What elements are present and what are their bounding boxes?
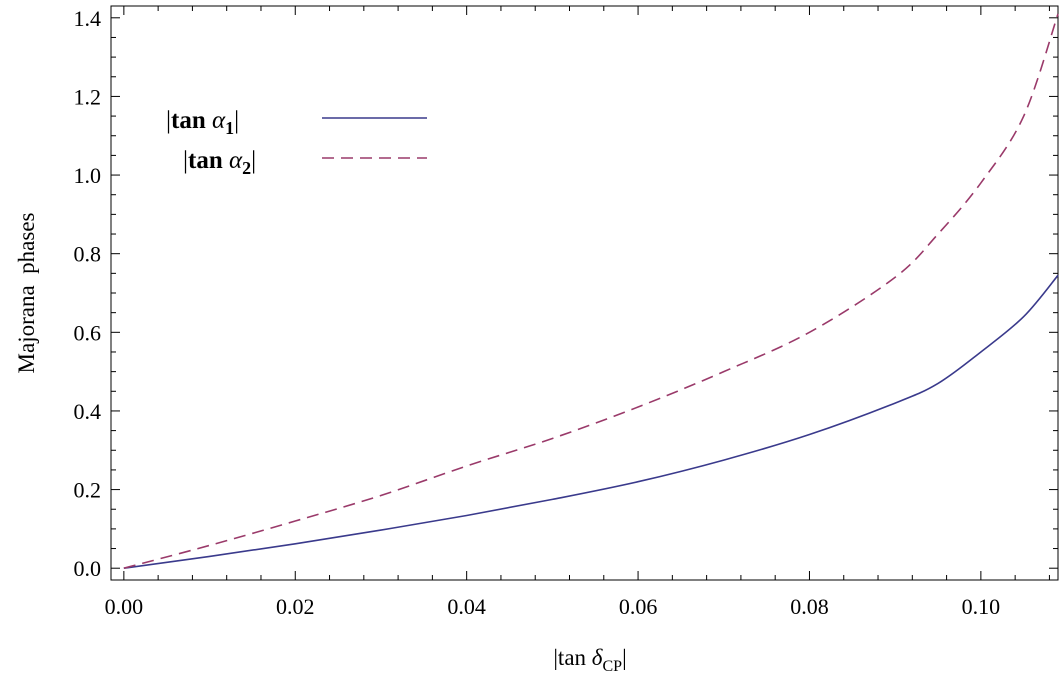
x-tick-label: 0.06: [619, 594, 658, 619]
y-axis-title: Majorana phases: [14, 212, 39, 373]
series-line-alpha2: [123, 13, 1059, 569]
y-tick-label: 1.4: [74, 6, 102, 31]
legend-label-alpha1: |tan α1|: [166, 107, 239, 138]
series-line-alpha1: [123, 274, 1059, 570]
plot-frame: [110, 5, 1059, 581]
y-tick-label: 0.8: [74, 242, 102, 267]
y-tick-label: 0.0: [74, 556, 102, 581]
series-group: [123, 13, 1059, 570]
x-tick-label: 0.10: [962, 594, 1001, 619]
x-axis-title: |tan δCP|: [553, 645, 626, 675]
tick-labels: 0.00 0.02 0.04 0.06 0.08 0.10 0.0 0.2 0.4 0.6 0.8 1…: [74, 6, 1001, 619]
y-tick-label: 1.2: [74, 84, 102, 109]
legend: |tan α1| |tan α2|: [166, 107, 427, 178]
legend-label-alpha2: |tan α2|: [183, 147, 256, 178]
y-tick-label: 0.6: [74, 320, 102, 345]
y-tick-label: 0.4: [74, 399, 102, 424]
tick-marks: [111, 6, 1058, 580]
y-tick-label: 1.0: [74, 163, 102, 188]
x-tick-label: 0.08: [790, 594, 829, 619]
x-tick-label: 0.00: [105, 594, 144, 619]
x-tick-label: 0.04: [447, 594, 486, 619]
x-tick-label: 0.02: [276, 594, 315, 619]
y-tick-label: 0.2: [74, 478, 102, 503]
